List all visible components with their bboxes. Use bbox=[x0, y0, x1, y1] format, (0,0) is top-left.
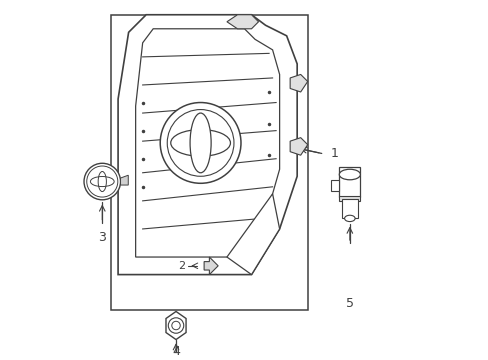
Polygon shape bbox=[135, 29, 279, 257]
Polygon shape bbox=[226, 194, 279, 275]
Text: 3: 3 bbox=[98, 231, 106, 244]
Ellipse shape bbox=[170, 130, 230, 156]
Text: 1: 1 bbox=[330, 147, 338, 160]
Circle shape bbox=[84, 163, 121, 200]
FancyBboxPatch shape bbox=[339, 167, 360, 197]
Polygon shape bbox=[203, 257, 218, 275]
FancyBboxPatch shape bbox=[330, 180, 339, 191]
Polygon shape bbox=[289, 138, 307, 155]
FancyBboxPatch shape bbox=[111, 15, 307, 310]
FancyBboxPatch shape bbox=[342, 199, 357, 219]
Ellipse shape bbox=[190, 113, 211, 173]
Polygon shape bbox=[289, 75, 307, 92]
Polygon shape bbox=[165, 311, 185, 339]
Polygon shape bbox=[118, 15, 297, 275]
Polygon shape bbox=[121, 175, 128, 185]
Text: 4: 4 bbox=[172, 345, 180, 358]
Ellipse shape bbox=[160, 103, 241, 183]
Polygon shape bbox=[226, 15, 258, 29]
Ellipse shape bbox=[339, 169, 360, 180]
Text: 2: 2 bbox=[177, 261, 184, 271]
Ellipse shape bbox=[344, 215, 354, 221]
FancyBboxPatch shape bbox=[339, 195, 360, 201]
Text: 5: 5 bbox=[345, 297, 353, 310]
